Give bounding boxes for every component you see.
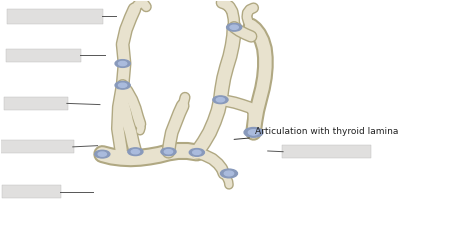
FancyBboxPatch shape xyxy=(4,97,68,110)
FancyBboxPatch shape xyxy=(0,140,74,153)
FancyBboxPatch shape xyxy=(7,9,103,24)
Circle shape xyxy=(224,171,234,176)
Circle shape xyxy=(115,81,130,89)
Circle shape xyxy=(248,130,259,135)
Circle shape xyxy=(161,148,176,156)
Circle shape xyxy=(128,148,143,156)
Circle shape xyxy=(230,25,238,29)
Circle shape xyxy=(192,150,201,155)
Circle shape xyxy=(213,96,228,104)
Circle shape xyxy=(227,23,242,31)
FancyBboxPatch shape xyxy=(6,49,81,61)
Circle shape xyxy=(220,169,237,178)
Circle shape xyxy=(118,61,127,66)
FancyBboxPatch shape xyxy=(2,185,61,198)
Circle shape xyxy=(189,148,204,156)
Circle shape xyxy=(118,83,127,87)
Circle shape xyxy=(246,129,261,136)
Circle shape xyxy=(216,98,225,102)
Circle shape xyxy=(244,128,263,137)
Circle shape xyxy=(249,130,258,134)
FancyBboxPatch shape xyxy=(282,145,372,158)
Circle shape xyxy=(164,150,173,154)
Circle shape xyxy=(95,150,110,158)
Text: Articulation with thyroid lamina: Articulation with thyroid lamina xyxy=(234,127,398,139)
Circle shape xyxy=(98,152,107,156)
Circle shape xyxy=(131,150,139,154)
Circle shape xyxy=(115,60,130,67)
